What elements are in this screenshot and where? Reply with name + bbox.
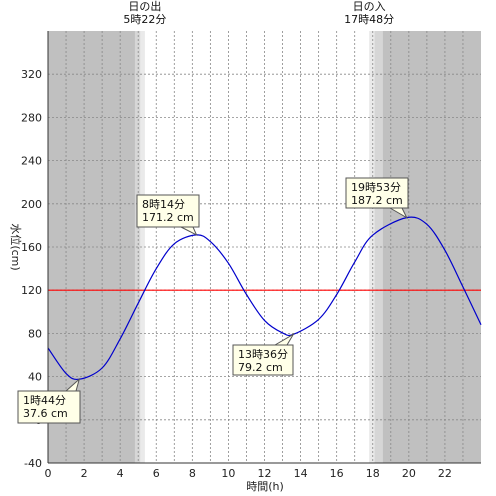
sunrise-label: 日の出 xyxy=(128,0,161,13)
sunset-time: 17時48分 xyxy=(344,13,394,26)
y-tick-label: 280 xyxy=(21,111,42,124)
callout-value: 79.2 cm xyxy=(238,361,283,374)
sun-labels: 日の出 5時22分 日の入 17時48分 xyxy=(123,0,394,26)
x-tick-label: 4 xyxy=(117,467,124,480)
callout-time: 13時36分 xyxy=(238,348,288,361)
y-tick-label: 200 xyxy=(21,198,42,211)
y-tick-label: 40 xyxy=(28,371,42,384)
x-tick-label: 6 xyxy=(153,467,160,480)
tide-level-line xyxy=(47,216,482,381)
twilight-band-evening-outer xyxy=(374,31,383,463)
x-tick-label: 0 xyxy=(45,467,52,480)
callout-value: 171.2 cm xyxy=(142,211,194,224)
series-group xyxy=(47,216,482,381)
twilight-band-morning-inner xyxy=(140,31,145,463)
callout-box xyxy=(17,390,81,424)
y-axis-title: 水位(cm) xyxy=(9,223,23,270)
x-tick-label: 8 xyxy=(189,467,196,480)
callout-box xyxy=(345,177,409,209)
x-tick-label: 16 xyxy=(330,467,344,480)
callout-value: 187.2 cm xyxy=(351,194,403,207)
tick-labels: 0246810121416182022-40040801201602002402… xyxy=(21,68,452,480)
callout-pointer xyxy=(180,226,198,236)
y-tick-label: 320 xyxy=(21,68,42,81)
x-tick-label: 10 xyxy=(221,467,235,480)
callout-value: 37.6 cm xyxy=(23,407,68,420)
sunrise-time: 5時22分 xyxy=(123,13,166,26)
y-tick-label: -40 xyxy=(24,457,42,470)
callout-time: 19時53分 xyxy=(351,181,401,194)
twilight-band-evening-inner xyxy=(369,31,375,463)
callout-pointer xyxy=(273,332,295,346)
x-axis-title: 時間(h) xyxy=(246,480,284,493)
callout-time: 1時44分 xyxy=(23,394,66,407)
grid-lines xyxy=(48,31,481,463)
x-tick-label: 2 xyxy=(81,467,88,480)
callout-box xyxy=(136,194,200,228)
y-tick-label: 80 xyxy=(28,327,42,340)
x-tick-label: 14 xyxy=(294,467,308,480)
y-tick-label: 160 xyxy=(21,241,42,254)
callout-time: 8時14分 xyxy=(142,198,185,211)
x-tick-label: 22 xyxy=(438,467,452,480)
y-tick-label: 120 xyxy=(21,284,42,297)
x-tick-label: 18 xyxy=(366,467,380,480)
callout-box xyxy=(232,344,294,376)
sunset-label: 日の入 xyxy=(353,0,386,13)
x-tick-label: 12 xyxy=(258,467,272,480)
x-tick-label: 20 xyxy=(402,467,416,480)
y-tick-label: 240 xyxy=(21,155,42,168)
